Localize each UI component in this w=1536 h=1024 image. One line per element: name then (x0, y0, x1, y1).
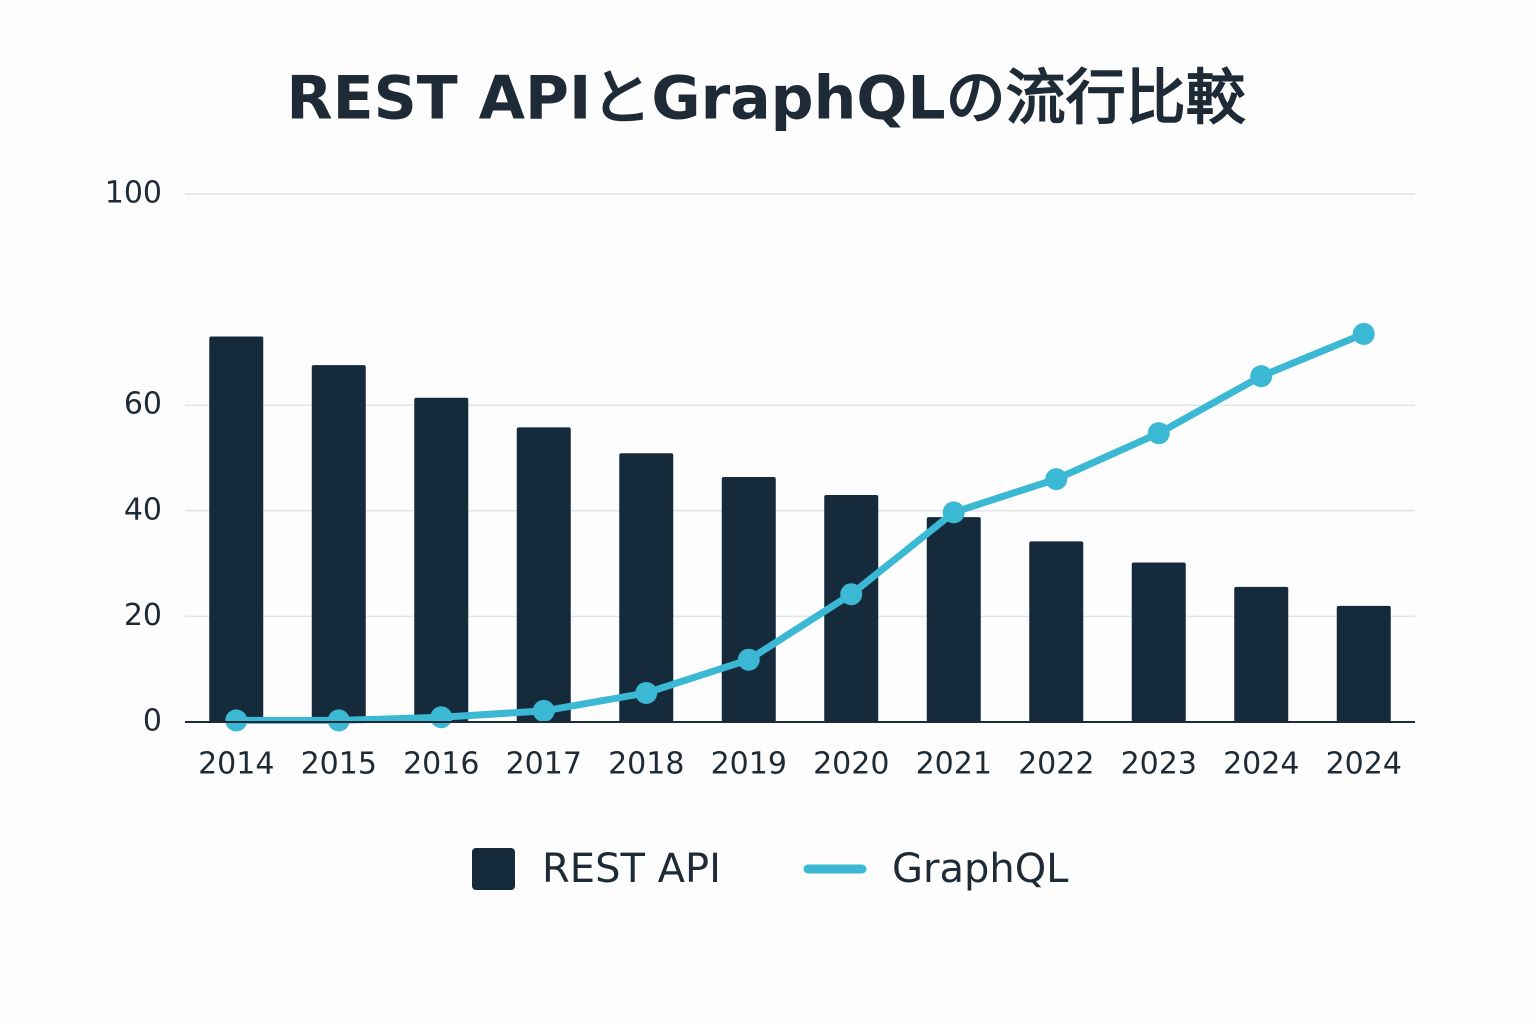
bar (824, 494, 879, 722)
x-tick-label: 2023 (1121, 747, 1197, 782)
bar (1131, 562, 1186, 722)
bar (619, 453, 674, 722)
line-marker (840, 583, 863, 606)
line-marker (430, 706, 453, 729)
y-tick-label: 0 (143, 704, 162, 739)
x-tick-label: 2018 (608, 747, 684, 782)
x-tick-label: 2021 (916, 747, 992, 782)
x-tick-label: 2017 (506, 747, 582, 782)
line-marker (225, 709, 248, 732)
y-tick-label: 20 (124, 598, 162, 633)
legend-label: REST API (542, 846, 721, 892)
line-marker (1147, 422, 1170, 445)
legend-label: GraphQL (892, 846, 1069, 892)
chart-title: REST APIとGraphQLの流行比較 (286, 64, 1246, 134)
bar (926, 517, 981, 722)
bar (1234, 586, 1289, 722)
y-tick-label: 100 (105, 176, 162, 211)
x-tick-label: 2020 (813, 747, 889, 782)
x-tick-label: 2024 (1223, 747, 1299, 782)
y-tick-label: 40 (124, 492, 162, 527)
bar (1029, 541, 1084, 722)
line-marker (942, 501, 965, 524)
x-tick-label: 2016 (403, 747, 479, 782)
line (236, 330, 1366, 724)
x-tick-label: 2022 (1018, 747, 1094, 782)
bar (209, 336, 264, 722)
bar (414, 397, 469, 722)
bar (311, 365, 366, 722)
line-marker (737, 648, 760, 671)
x-tick-label: 2024 (1326, 747, 1402, 782)
line-marker (327, 709, 350, 732)
y-tick-label: 60 (124, 387, 162, 422)
line-marker (1045, 468, 1068, 491)
line-marker (1352, 322, 1375, 345)
x-tick-label: 2015 (301, 747, 377, 782)
x-tick-label: 2019 (711, 747, 787, 782)
line-marker (532, 699, 555, 722)
bar (721, 477, 776, 722)
x-tick-label: 2014 (198, 747, 274, 782)
bar (1336, 605, 1391, 722)
legend-swatch (472, 848, 515, 890)
bar (516, 427, 571, 722)
line-marker (1250, 365, 1273, 388)
line-marker (635, 681, 658, 704)
